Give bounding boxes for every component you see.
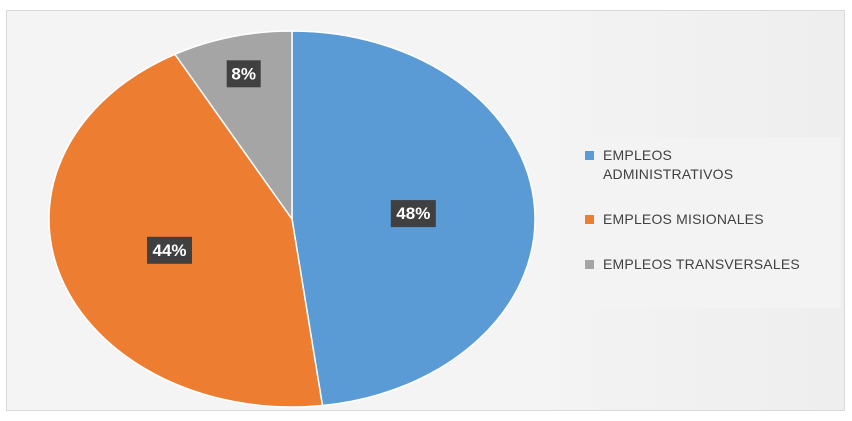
legend-item-misionales: EMPLEOS MISIONALES	[585, 210, 841, 229]
data-label-text-misionales: 44%	[152, 241, 186, 260]
data-label-box-transversales	[226, 60, 261, 88]
legend-item-transversales: EMPLEOS TRANSVERSALES	[585, 255, 841, 274]
legend-swatch-administrativos	[585, 151, 594, 160]
data-label-text-administrativos: 48%	[396, 204, 430, 223]
legend-label-misionales: EMPLEOS MISIONALES	[603, 211, 764, 227]
data-label-transversales: 8%	[226, 60, 261, 88]
data-label-administrativos: 48%	[390, 200, 436, 228]
pie-chart: 48% 44% 8%	[48, 30, 536, 408]
legend-item-administrativos: EMPLEOS ADMINISTRATIVOS	[585, 146, 841, 184]
legend: EMPLEOS ADMINISTRATIVOS EMPLEOS MISIONAL…	[573, 138, 841, 308]
data-label-box-administrativos	[390, 200, 436, 228]
legend-swatch-transversales	[585, 260, 594, 269]
data-label-misionales: 44%	[147, 236, 192, 264]
pie-slice-misionales	[48, 53, 324, 408]
legend-swatch-misionales	[585, 215, 594, 224]
data-label-box-misionales	[147, 236, 192, 264]
legend-label-administrativos: EMPLEOS ADMINISTRATIVOS	[603, 147, 734, 182]
pie-slice-transversales	[173, 30, 293, 222]
legend-label-transversales: EMPLEOS TRANSVERSALES	[603, 256, 800, 272]
data-label-text-transversales: 8%	[231, 64, 256, 83]
chart-area: 48% 44% 8% EMPLEOS ADMINISTRATIVOS EMPLEOS…	[6, 10, 845, 411]
